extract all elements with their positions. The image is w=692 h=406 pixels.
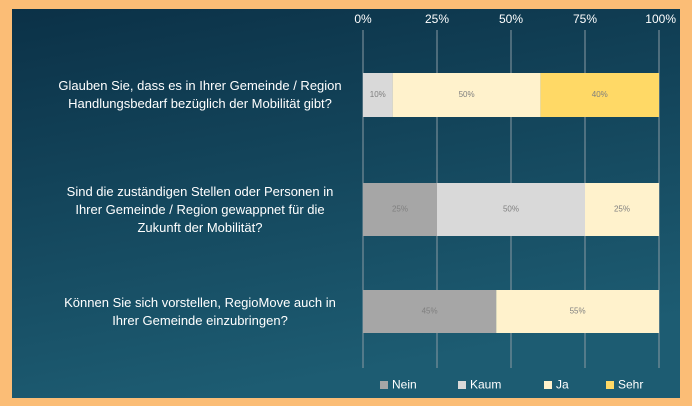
category-label: Können Sie sich vorstellen, RegioMove au… <box>64 294 336 328</box>
legend-swatch <box>380 381 388 389</box>
value-label: 25% <box>614 205 630 214</box>
bar-segment <box>437 183 585 236</box>
value-label: 25% <box>392 205 408 214</box>
x-tick-label: 100% <box>645 12 676 26</box>
value-label: 10% <box>370 90 386 99</box>
value-label: 50% <box>503 205 519 214</box>
bar-segment <box>496 290 659 333</box>
x-tick-label: 25% <box>425 12 449 26</box>
bar-segment <box>585 183 659 236</box>
bar-segment <box>392 73 541 117</box>
value-label: 45% <box>422 307 438 316</box>
bar-segment <box>540 73 659 117</box>
value-label: 40% <box>592 90 608 99</box>
x-tick-label: 50% <box>499 12 523 26</box>
legend-label: Nein <box>392 378 417 392</box>
x-tick-label: 0% <box>354 12 372 26</box>
bar-segment <box>363 183 437 236</box>
legend-label: Sehr <box>618 378 643 392</box>
bar-segment <box>363 73 393 117</box>
legend-label: Ja <box>556 378 569 392</box>
legend-swatch <box>458 381 466 389</box>
value-label: 55% <box>570 307 586 316</box>
value-label: 50% <box>459 90 475 99</box>
x-tick-label: 75% <box>573 12 597 26</box>
legend-swatch <box>606 381 614 389</box>
category-label: Glauben Sie, dass es in Ihrer Gemeinde /… <box>58 78 342 111</box>
legend-swatch <box>544 381 552 389</box>
bar-segment <box>363 290 497 333</box>
legend-label: Kaum <box>470 378 501 392</box>
category-label: Sind die zuständigen Stellen oder Person… <box>66 183 334 235</box>
